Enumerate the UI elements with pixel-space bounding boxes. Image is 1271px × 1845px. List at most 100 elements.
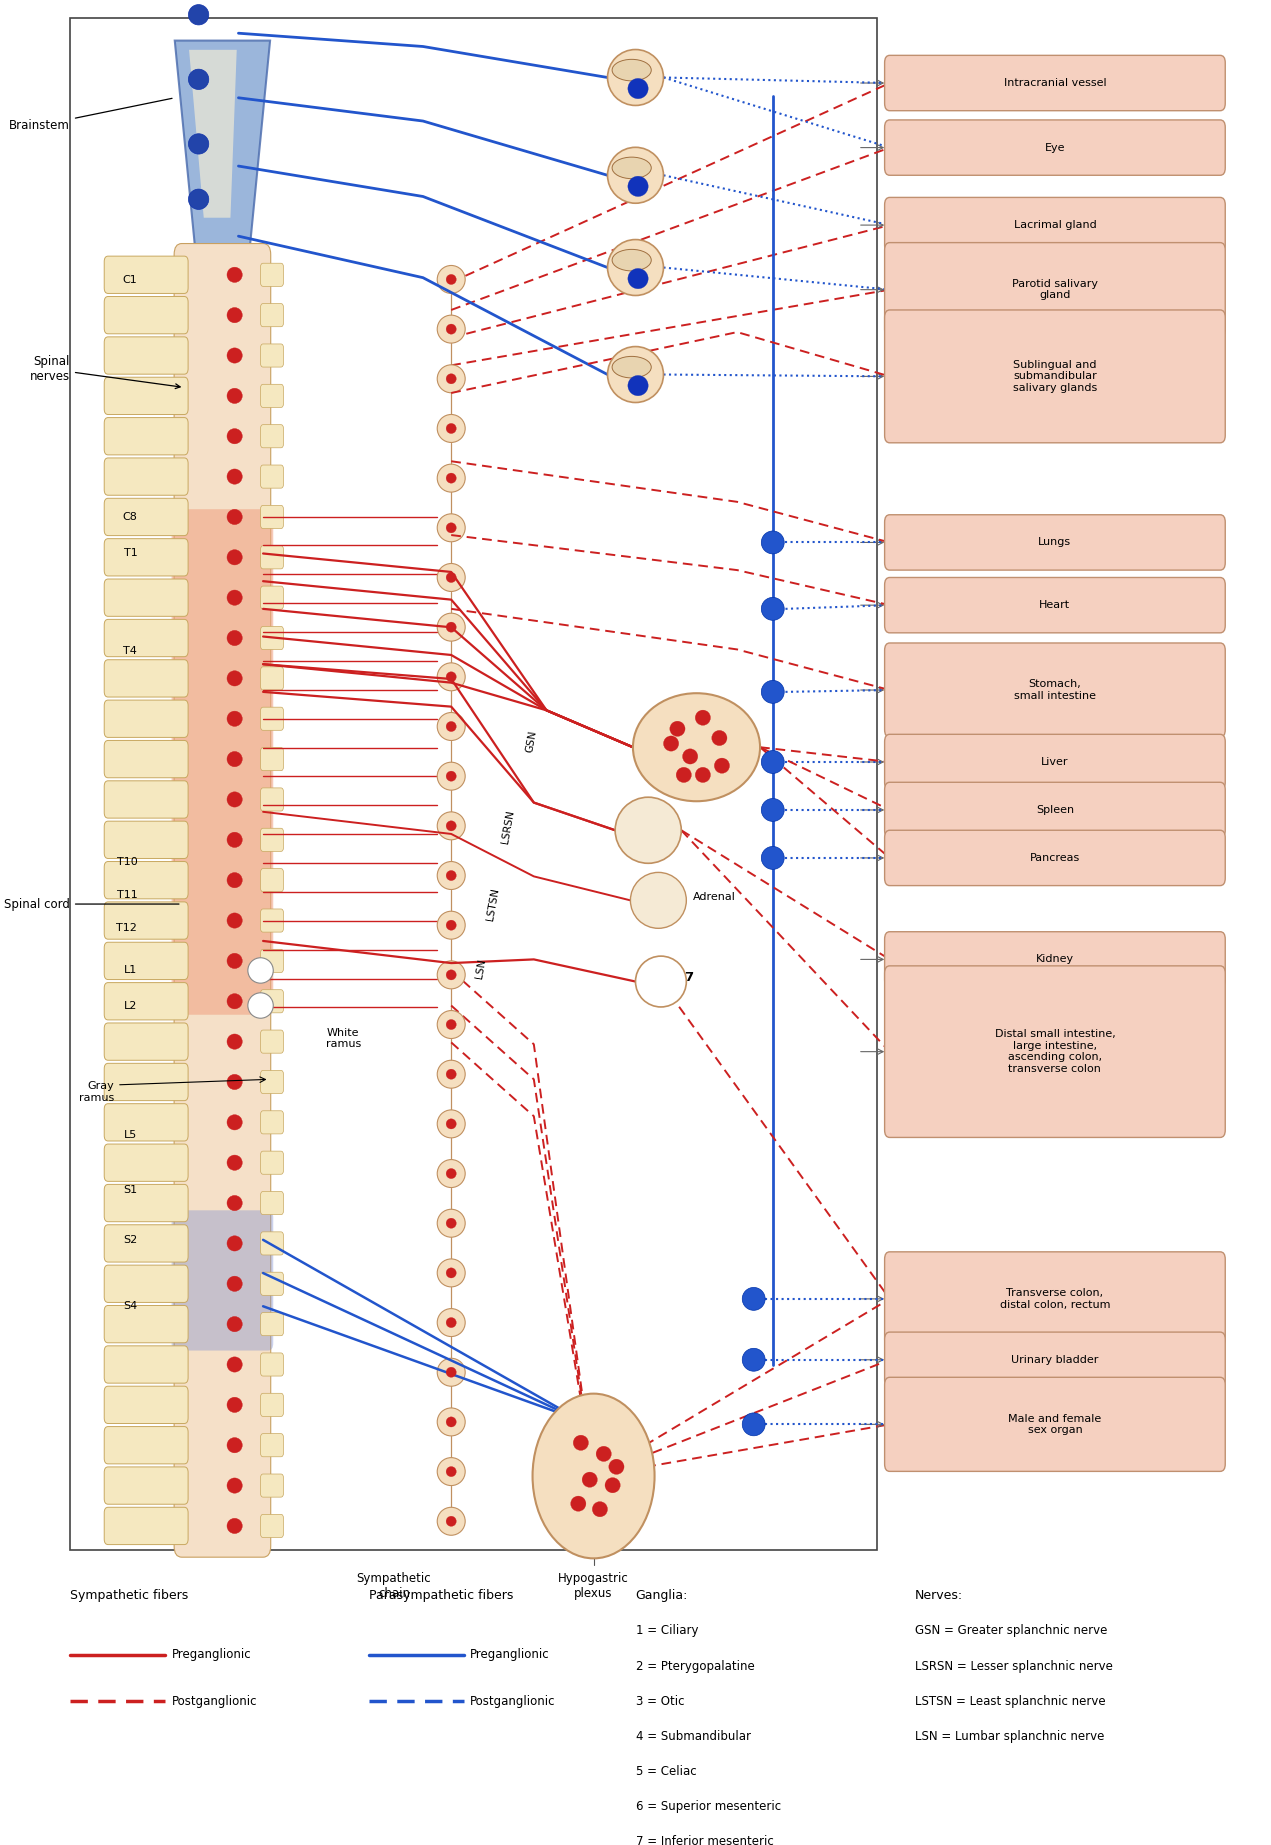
FancyBboxPatch shape <box>104 661 188 697</box>
Ellipse shape <box>608 347 663 402</box>
FancyBboxPatch shape <box>104 821 188 858</box>
Text: Lungs: Lungs <box>1038 537 1071 548</box>
FancyBboxPatch shape <box>104 902 188 939</box>
Ellipse shape <box>446 1068 456 1079</box>
Ellipse shape <box>628 77 648 100</box>
FancyBboxPatch shape <box>104 376 188 415</box>
Ellipse shape <box>628 375 648 397</box>
Ellipse shape <box>446 1168 456 1179</box>
Ellipse shape <box>761 531 784 554</box>
Ellipse shape <box>446 572 456 583</box>
Ellipse shape <box>228 268 243 282</box>
FancyBboxPatch shape <box>104 740 188 779</box>
Text: 4 = Submandibular: 4 = Submandibular <box>636 1729 750 1744</box>
FancyBboxPatch shape <box>261 1070 283 1094</box>
FancyBboxPatch shape <box>104 1507 188 1544</box>
Ellipse shape <box>437 961 465 989</box>
Text: T1: T1 <box>123 548 137 559</box>
FancyBboxPatch shape <box>261 546 283 568</box>
Ellipse shape <box>228 873 243 887</box>
Text: LSN = Lumbar splanchnic nerve: LSN = Lumbar splanchnic nerve <box>915 1729 1104 1744</box>
Ellipse shape <box>437 762 465 790</box>
Text: Spleen: Spleen <box>1036 804 1074 815</box>
Ellipse shape <box>228 1033 243 1050</box>
Ellipse shape <box>608 50 663 105</box>
FancyBboxPatch shape <box>104 1184 188 1221</box>
FancyBboxPatch shape <box>885 1376 1225 1472</box>
FancyBboxPatch shape <box>261 304 283 327</box>
Ellipse shape <box>228 994 243 1009</box>
FancyBboxPatch shape <box>261 384 283 408</box>
Text: 5: 5 <box>709 731 718 745</box>
Ellipse shape <box>228 550 243 565</box>
Ellipse shape <box>596 1446 611 1461</box>
Text: Liver: Liver <box>1041 756 1069 768</box>
Ellipse shape <box>446 921 456 930</box>
Polygon shape <box>174 41 269 255</box>
FancyBboxPatch shape <box>261 627 283 649</box>
FancyBboxPatch shape <box>885 830 1225 886</box>
Ellipse shape <box>228 1114 243 1129</box>
Text: GSN: GSN <box>525 731 538 753</box>
Ellipse shape <box>228 1518 243 1533</box>
Ellipse shape <box>228 1074 243 1090</box>
Ellipse shape <box>437 365 465 393</box>
FancyBboxPatch shape <box>104 297 188 334</box>
FancyBboxPatch shape <box>104 1345 188 1384</box>
Ellipse shape <box>228 1397 243 1413</box>
Ellipse shape <box>446 1268 456 1279</box>
Ellipse shape <box>437 1061 465 1089</box>
FancyBboxPatch shape <box>261 1151 283 1173</box>
Text: Preganglionic: Preganglionic <box>172 1648 252 1662</box>
Ellipse shape <box>613 157 651 179</box>
FancyBboxPatch shape <box>104 983 188 1020</box>
FancyBboxPatch shape <box>104 579 188 616</box>
FancyBboxPatch shape <box>261 1393 283 1417</box>
Ellipse shape <box>636 956 686 1007</box>
Text: 3 = Otic: 3 = Otic <box>636 1694 684 1708</box>
Ellipse shape <box>608 148 663 203</box>
Ellipse shape <box>437 315 465 343</box>
Ellipse shape <box>437 1111 465 1138</box>
Ellipse shape <box>608 240 663 295</box>
Text: 7: 7 <box>684 970 693 985</box>
Text: Spinal cord: Spinal cord <box>4 897 179 911</box>
Text: Sympathetic
chain: Sympathetic chain <box>357 1572 431 1600</box>
Text: Heart: Heart <box>1040 600 1070 611</box>
Ellipse shape <box>437 1507 465 1535</box>
FancyBboxPatch shape <box>104 498 188 535</box>
FancyBboxPatch shape <box>104 780 188 817</box>
Ellipse shape <box>437 415 465 443</box>
Ellipse shape <box>437 1208 465 1238</box>
Ellipse shape <box>437 1011 465 1039</box>
Ellipse shape <box>613 59 651 81</box>
Ellipse shape <box>228 1478 243 1493</box>
Ellipse shape <box>228 387 243 404</box>
FancyBboxPatch shape <box>104 539 188 576</box>
Text: Sympathetic fibers: Sympathetic fibers <box>70 1589 188 1603</box>
Ellipse shape <box>446 672 456 683</box>
FancyBboxPatch shape <box>261 788 283 812</box>
Ellipse shape <box>742 1349 765 1371</box>
FancyBboxPatch shape <box>261 1030 283 1053</box>
Text: Urinary bladder: Urinary bladder <box>1012 1354 1098 1365</box>
Ellipse shape <box>437 613 465 642</box>
Ellipse shape <box>437 1258 465 1288</box>
Ellipse shape <box>446 1218 456 1229</box>
FancyBboxPatch shape <box>885 120 1225 175</box>
Ellipse shape <box>437 1458 465 1485</box>
Text: Preganglionic: Preganglionic <box>470 1648 550 1662</box>
FancyBboxPatch shape <box>104 1386 188 1424</box>
Ellipse shape <box>630 873 686 928</box>
FancyBboxPatch shape <box>261 707 283 731</box>
Ellipse shape <box>695 768 710 782</box>
FancyBboxPatch shape <box>261 465 283 489</box>
Ellipse shape <box>663 736 679 751</box>
Text: S4: S4 <box>123 1301 137 1312</box>
Ellipse shape <box>228 913 243 928</box>
Text: Adrenal: Adrenal <box>693 891 736 902</box>
Text: 5 = Celiac: 5 = Celiac <box>636 1764 697 1779</box>
Ellipse shape <box>437 1408 465 1435</box>
Ellipse shape <box>437 1308 465 1336</box>
Ellipse shape <box>446 871 456 880</box>
